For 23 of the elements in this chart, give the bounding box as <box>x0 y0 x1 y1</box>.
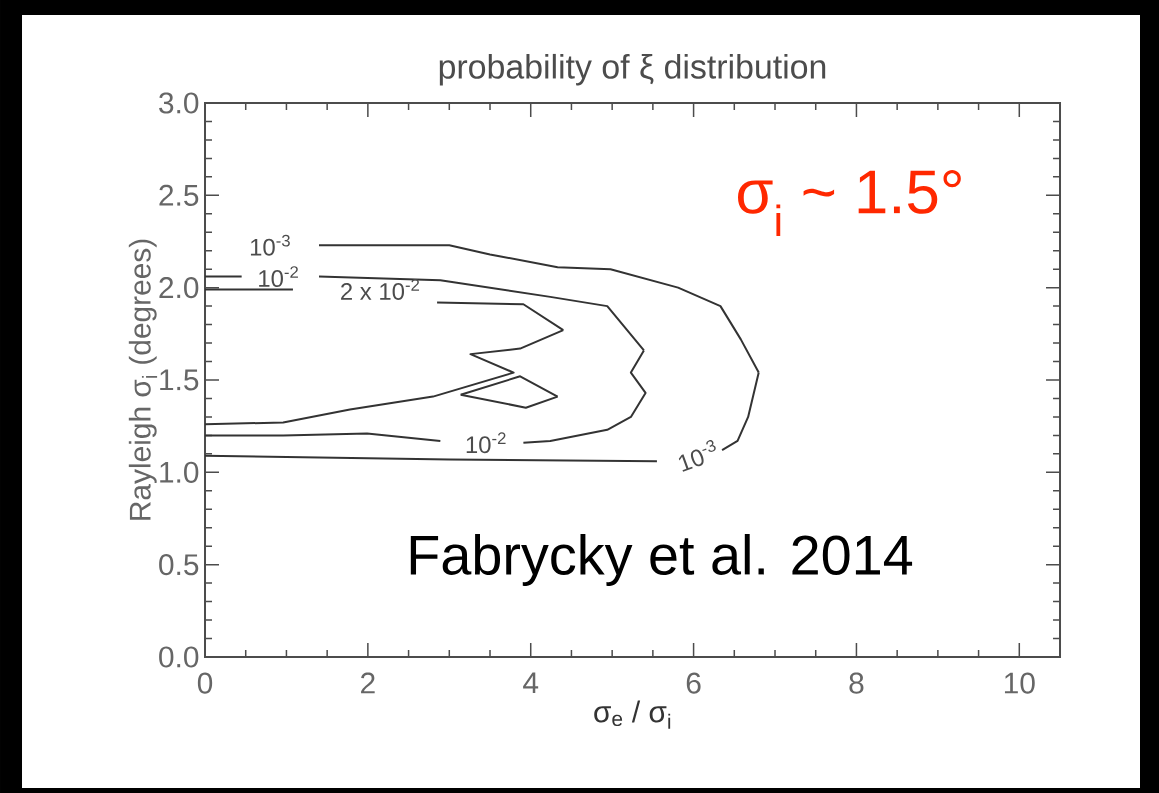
x-tick-label: 2 <box>361 672 375 694</box>
annotation: 10$^{-3}$ <box>250 234 290 256</box>
annotation: Fabrycky et al. 2014 <box>410 533 913 586</box>
x-tick-label: 0 <box>197 672 213 694</box>
y-tick-label: 0.5 <box>159 554 199 576</box>
y-tick-label: 2.5 <box>159 184 199 206</box>
x-tick-label: 4 <box>523 672 539 694</box>
x-tick-label: 6 <box>686 672 701 694</box>
y-tick-label: 2.0 <box>159 277 199 299</box>
annotation: 10$^{-2}$ <box>466 432 506 454</box>
chart-title: probability of ξ distribution <box>439 53 826 86</box>
y-tick-label: 0.0 <box>159 646 199 668</box>
y-tick-label: 3.0 <box>159 92 199 114</box>
annotation: 10$^{-2}$ <box>259 266 298 288</box>
annotation: σ$_{i}$ ~ 1.5° <box>738 170 961 236</box>
y-tick-label: 1.5 <box>160 369 199 391</box>
y-tick-label: 1.0 <box>160 461 199 483</box>
annotation: 2 x 10$^{-2}$ <box>341 279 420 300</box>
x-tick-label: 10 <box>1004 672 1035 694</box>
x-axis-title: σ$_{e}$ / σ$_{i}$ <box>594 700 671 729</box>
x-tick-label: 8 <box>849 672 864 694</box>
y-axis-title: Rayleigh σ$_{i}$ (degrees) <box>128 239 158 520</box>
annotation: 10$^{-3}$ <box>678 440 716 472</box>
